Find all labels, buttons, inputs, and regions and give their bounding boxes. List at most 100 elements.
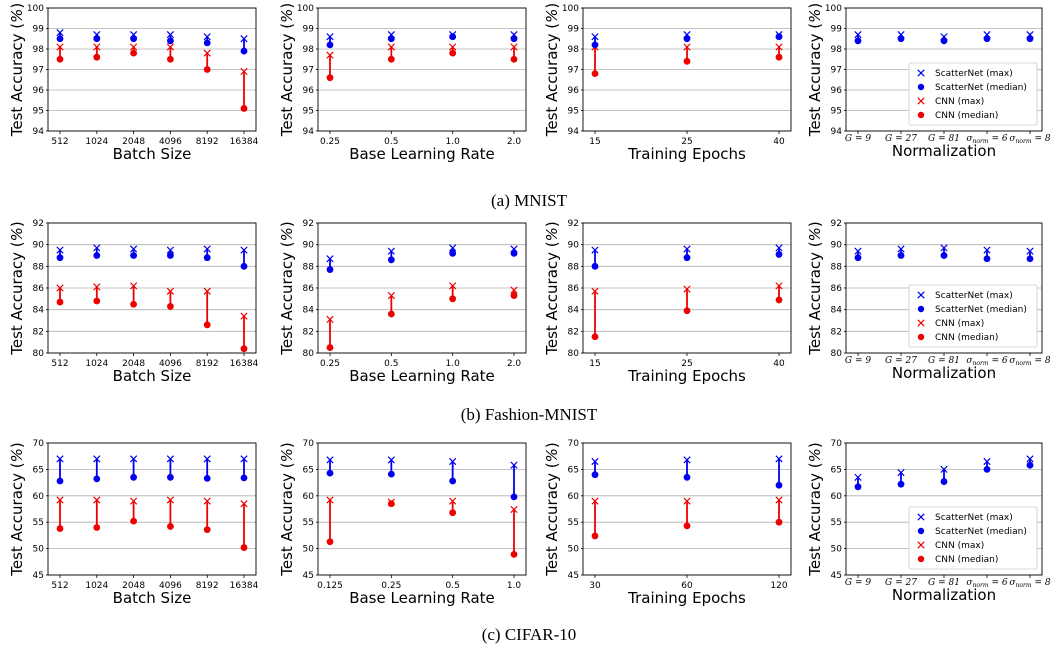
cnn-max-marker-stroke-b — [387, 291, 395, 300]
scatternet-median-marker — [326, 266, 334, 273]
y-tick-label: 50 — [303, 545, 315, 555]
legend-marker-dot — [917, 555, 925, 563]
scatternet-median-marker — [591, 262, 599, 270]
y-tick-label: 60 — [33, 492, 45, 502]
cnn-median-marker — [130, 517, 138, 525]
x-tick-label: 1024 — [85, 137, 108, 147]
x-tick-label: G = 27 — [885, 356, 917, 366]
cnn-max-marker — [683, 43, 691, 51]
scatternet-median-marker — [93, 35, 101, 43]
y-tick-label: 80 — [33, 349, 45, 359]
y-label-text: Test Accuracy ( — [8, 462, 26, 576]
y-tick-label: 86 — [303, 284, 315, 294]
chart-0-2: 94 95 96 97 98 99 100 15 25 40 Training Epochs Test… — [543, 3, 792, 163]
cnn-max-marker-stroke-b — [591, 497, 599, 505]
cnn-max-marker-stroke-b — [203, 287, 211, 295]
y-tick-label: 94 — [303, 127, 315, 137]
scatternet-max-marker-stroke-b — [56, 28, 64, 37]
scatternet-max-marker — [854, 473, 862, 481]
scatternet-max-marker-stroke-b — [166, 455, 175, 463]
scatternet-max-marker — [897, 245, 905, 253]
cnn-median-marker — [387, 500, 395, 508]
y-tick-label: 45 — [33, 571, 44, 581]
x-tick-value: = 8 — [1032, 578, 1051, 588]
scatternet-max-marker — [449, 457, 457, 466]
y-tick-label: 65 — [33, 465, 44, 475]
y-tick-label: 99 — [568, 25, 580, 35]
y-tick-label: 84 — [303, 306, 315, 316]
legend-label: ScatterNet (max) — [935, 291, 1013, 301]
cnn-max-marker — [203, 287, 211, 295]
cnn-max-marker-stroke-b — [683, 497, 691, 505]
cnn-median-marker — [93, 53, 101, 61]
y-tick-label: 94 — [831, 127, 843, 137]
x-tick-label: 4096 — [159, 137, 182, 147]
y-tick-label: 60 — [303, 492, 315, 502]
scatternet-max-marker — [510, 461, 518, 469]
cnn-max-marker — [129, 43, 138, 51]
scatternet-median-marker — [130, 35, 138, 43]
scatternet-max-marker-stroke-b — [940, 244, 948, 252]
scatternet-max-marker — [203, 33, 211, 41]
cnn-median-marker — [203, 66, 211, 73]
y-tick-label: 86 — [33, 284, 45, 294]
x-tick-label: 60 — [681, 581, 693, 591]
scatternet-max-marker — [326, 456, 334, 464]
scatternet-max-marker-stroke-b — [240, 455, 248, 463]
scatternet-max-marker — [983, 457, 991, 466]
scatternet-max-marker — [203, 245, 211, 253]
y-tick-label: 99 — [303, 25, 315, 35]
scatternet-median-marker — [983, 466, 991, 473]
scatternet-median-marker — [167, 37, 174, 45]
y-tick-label: 45 — [568, 571, 579, 581]
x-tick-subscript: norm — [973, 138, 989, 145]
scatternet-median-marker — [983, 35, 991, 43]
scatternet-max-marker-stroke-b — [93, 455, 101, 463]
x-tick-label: σnorm = 6 — [966, 578, 1007, 589]
scatternet-median-marker — [240, 47, 248, 55]
scatternet-max-marker — [683, 456, 691, 464]
y-axis-label: Test Accuracy (%) — [8, 3, 26, 138]
cnn-max-marker-stroke-b — [326, 315, 334, 324]
scatternet-max-marker-stroke-b — [591, 246, 599, 254]
scatternet-max-marker — [240, 35, 248, 43]
cnn-median-marker — [56, 55, 64, 63]
scatternet-max-marker-stroke-b — [240, 35, 248, 43]
x-tick-label: 0.25 — [320, 359, 340, 369]
cnn-max-marker-stroke-b — [510, 505, 518, 514]
y-tick-label: 88 — [831, 262, 843, 272]
y-tick-label: 50 — [831, 545, 843, 555]
plot-frame — [47, 7, 257, 132]
x-tick-value: = 6 — [989, 578, 1008, 588]
y-label-close: ) — [543, 3, 561, 9]
scatternet-max-marker-stroke-b — [326, 33, 334, 41]
scatternet-median-marker — [940, 37, 948, 45]
scatternet-max-marker-stroke-b — [1026, 247, 1034, 255]
y-tick-label: 55 — [831, 518, 842, 528]
scatternet-max-marker — [591, 33, 599, 41]
x-axis-label: Batch Size — [113, 367, 192, 385]
y-tick-label: 95 — [303, 107, 314, 117]
x-tick-label: 1.0 — [446, 359, 461, 369]
x-tick-label: G = 27 — [885, 578, 917, 588]
plot-frame — [317, 222, 527, 354]
cnn-max-marker — [203, 49, 211, 57]
y-tick-label: 55 — [568, 518, 579, 528]
cnn-median-marker — [510, 551, 518, 558]
cnn-max-marker — [326, 496, 334, 504]
y-tick-label: 97 — [33, 66, 44, 76]
scatternet-max-marker — [56, 28, 64, 37]
scatternet-median-marker — [203, 474, 211, 482]
legend-marker-x — [917, 69, 925, 77]
cnn-median-marker — [449, 49, 457, 57]
y-tick-label: 80 — [303, 349, 315, 359]
y-label-close: ) — [806, 442, 824, 448]
y-tick-label: 70 — [33, 439, 45, 449]
y-tick-label: 88 — [303, 262, 315, 272]
y-tick-label: 99 — [33, 25, 45, 35]
y-axis-label: Test Accuracy (%) — [806, 442, 824, 577]
scatternet-median-marker — [775, 33, 783, 41]
y-tick-label: 99 — [831, 25, 843, 35]
cnn-max-marker-stroke-b — [240, 312, 248, 320]
x-tick-label: σnorm = 6 — [966, 356, 1007, 367]
